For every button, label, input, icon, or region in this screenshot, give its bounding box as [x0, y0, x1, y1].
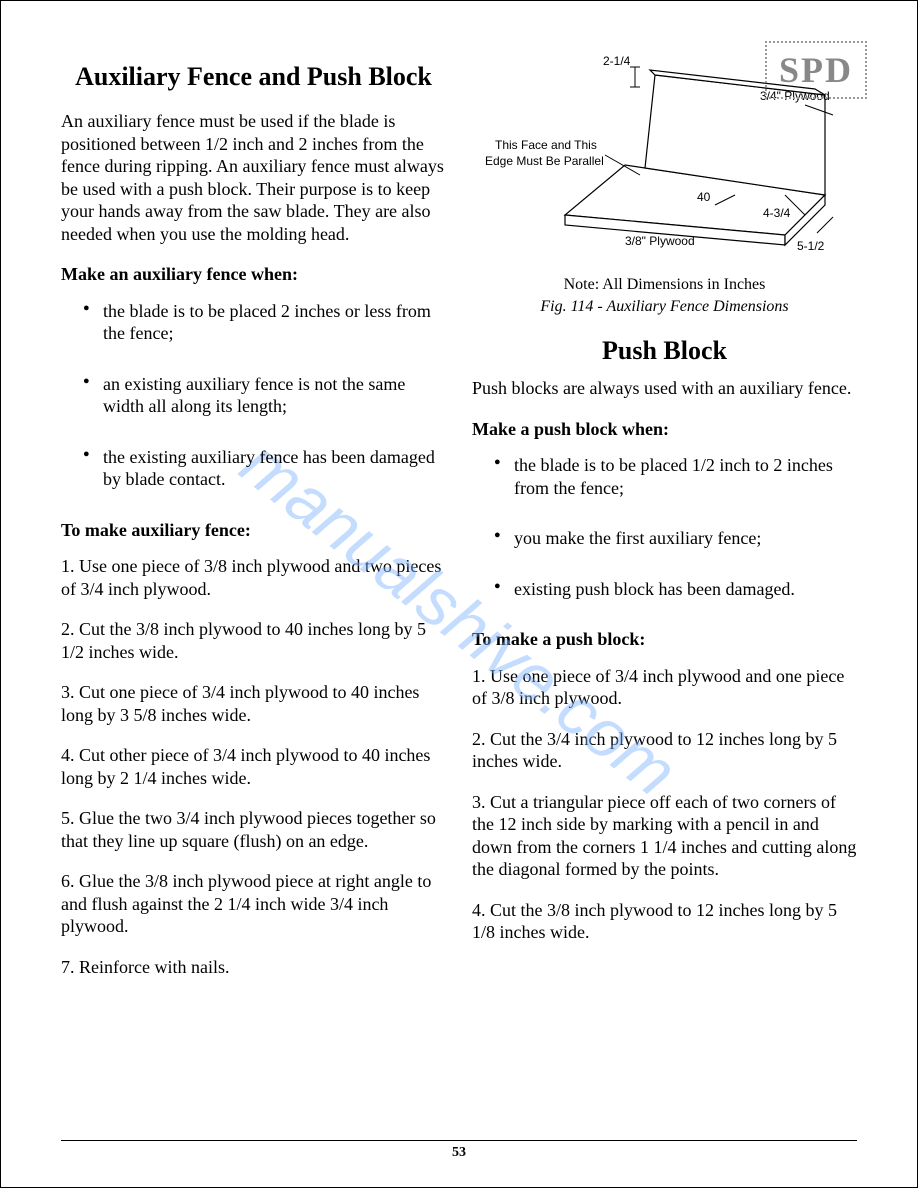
step: 1. Use one piece of 3/4 inch plywood and…: [472, 665, 857, 710]
step: 3. Cut a triangular piece off each of tw…: [472, 791, 857, 881]
intro-paragraph: An auxiliary fence must be used if the b…: [61, 110, 446, 245]
list-item: you make the first auxiliary fence;: [500, 527, 857, 550]
when-heading-right: Make a push block when:: [472, 418, 857, 441]
step: 5. Glue the two 3/4 inch plywood pieces …: [61, 807, 446, 852]
list-item: the blade is to be placed 1/2 inch to 2 …: [500, 454, 857, 499]
step: 4. Cut the 3/8 inch plywood to 12 inches…: [472, 899, 857, 944]
when-list-left: the blade is to be placed 2 inches or le…: [61, 300, 446, 491]
list-item: the existing auxiliary fence has been da…: [89, 446, 446, 491]
dim-5-1-2: 5-1/2: [797, 239, 825, 253]
label-3-8-plywood: 3/8" Plywood: [625, 234, 695, 248]
step: 4. Cut other piece of 3/4 inch plywood t…: [61, 744, 446, 789]
step: 1. Use one piece of 3/8 inch plywood and…: [61, 555, 446, 600]
list-item: existing push block has been damaged.: [500, 578, 857, 601]
figure-note: Note: All Dimensions in Inches: [472, 275, 857, 295]
step: 2. Cut the 3/8 inch plywood to 40 inches…: [61, 618, 446, 663]
right-column: 2-1/4 3/4" Plywood This Face and This Ed…: [472, 41, 857, 996]
manual-page: manualshive.com SPD Auxiliary Fence and …: [0, 0, 918, 1188]
two-column-layout: Auxiliary Fence and Push Block An auxili…: [61, 41, 857, 996]
label-parallel-2: Edge Must Be Parallel: [485, 154, 604, 168]
page-number: 53: [61, 1140, 857, 1161]
main-title: Auxiliary Fence and Push Block: [61, 61, 446, 92]
make-heading-left: To make auxiliary fence:: [61, 519, 446, 542]
push-block-title: Push Block: [472, 335, 857, 368]
dim-40: 40: [697, 190, 711, 204]
when-list-right: the blade is to be placed 1/2 inch to 2 …: [472, 454, 857, 600]
make-heading-right: To make a push block:: [472, 628, 857, 651]
dim-2-1-4: 2-1/4: [603, 54, 631, 68]
figure-caption: Fig. 114 - Auxiliary Fence Dimensions: [472, 297, 857, 317]
left-column: Auxiliary Fence and Push Block An auxili…: [61, 41, 446, 996]
push-block-intro: Push blocks are always used with an auxi…: [472, 377, 857, 400]
step: 6. Glue the 3/8 inch plywood piece at ri…: [61, 870, 446, 938]
step: 2. Cut the 3/4 inch plywood to 12 inches…: [472, 728, 857, 773]
list-item: an existing auxiliary fence is not the s…: [89, 373, 446, 418]
stamp-box: SPD: [765, 41, 867, 99]
step: 3. Cut one piece of 3/4 inch plywood to …: [61, 681, 446, 726]
dim-4-3-4: 4-3/4: [763, 206, 791, 220]
step: 7. Reinforce with nails.: [61, 956, 446, 979]
when-heading-left: Make an auxiliary fence when:: [61, 263, 446, 286]
list-item: the blade is to be placed 2 inches or le…: [89, 300, 446, 345]
label-parallel-1: This Face and This: [495, 138, 597, 152]
